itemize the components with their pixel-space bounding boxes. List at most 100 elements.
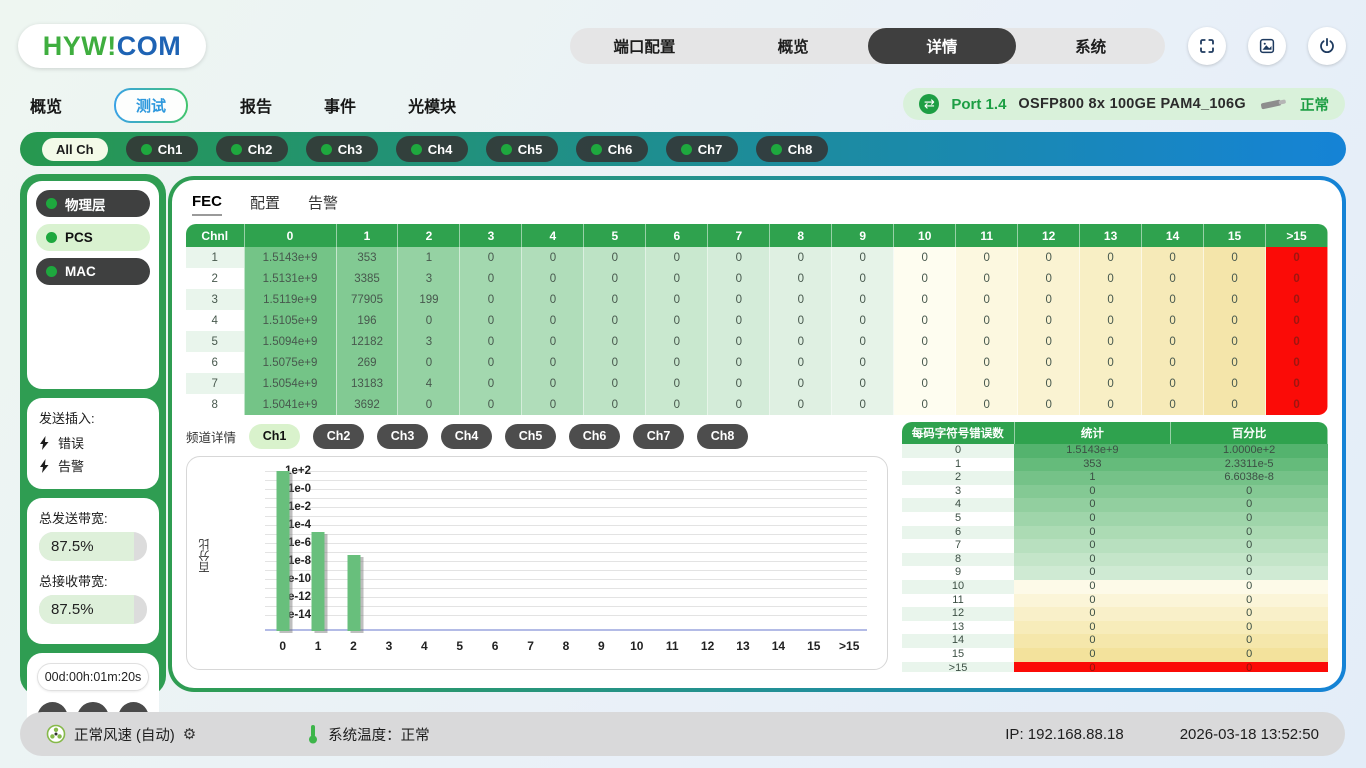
chart-bar-slot (619, 471, 654, 631)
channel-button-3[interactable]: Ch3 (305, 136, 378, 162)
fec-col-header: Chnl (186, 224, 245, 247)
fan-settings-gear-icon[interactable]: ⚙ (182, 726, 197, 743)
layer-pill-2[interactable]: PCS (36, 224, 150, 251)
stats-cell: 0 (1014, 661, 1171, 672)
channel-button-4[interactable]: Ch4 (395, 136, 468, 162)
stats-cell: 0 (902, 444, 1014, 458)
channel-button-6[interactable]: Ch6 (575, 136, 648, 162)
detail-channel-button-5[interactable]: Ch5 (505, 423, 557, 449)
chart-gridline (265, 588, 867, 590)
stats-cell: 1 (1014, 471, 1171, 485)
channel-button-2[interactable]: Ch2 (215, 136, 288, 162)
detail-channel-button-7[interactable]: Ch7 (633, 423, 685, 449)
fec-cell: 3 (397, 268, 461, 289)
fec-cell: 0 (583, 268, 647, 289)
chart-bar-slot (477, 471, 512, 631)
fec-cell: 0 (893, 268, 957, 289)
top-nav-item-4[interactable]: 系统 (1075, 39, 1107, 56)
channel-button-1[interactable]: Ch1 (125, 136, 198, 162)
layer-pill-1[interactable]: 物理层 (36, 190, 150, 217)
chart-x-tick: 3 (385, 639, 393, 653)
rx-bandwidth-label: 总接收带宽: (39, 574, 108, 589)
logo-part-1: HYW (42, 30, 108, 61)
fec-cell: 0 (1017, 247, 1081, 268)
fec-cell: 0 (831, 268, 895, 289)
channel-label: Ch5 (517, 141, 543, 157)
insert-error-button[interactable]: 错误 (39, 433, 147, 452)
fec-cell: 0 (521, 394, 585, 415)
stats-cell: 0 (1014, 498, 1171, 512)
fec-col-header: 12 (1017, 224, 1081, 247)
chart-gridline (265, 606, 867, 608)
fec-cell: 1.5075e+9 (244, 352, 337, 373)
fec-cell: 0 (707, 289, 771, 310)
top-nav-item-2[interactable]: 概览 (777, 39, 809, 56)
fec-tab-3[interactable]: 告警 (308, 194, 339, 212)
fec-cell: 0 (1265, 268, 1328, 289)
stats-cell: 7 (902, 539, 1014, 553)
fec-cell: 1.5054e+9 (244, 373, 337, 394)
channel-button-5[interactable]: Ch5 (485, 136, 558, 162)
chart-gridline (265, 525, 867, 527)
fullscreen-button[interactable] (1188, 27, 1226, 65)
stats-cell: 0 (1170, 498, 1328, 512)
insert-card: 发送插入: 错误 告警 (27, 398, 159, 489)
rx-bandwidth-bar: 87.5% (39, 595, 147, 624)
detail-channel-button-4[interactable]: Ch4 (441, 423, 493, 449)
sub-tab-1[interactable]: 概览 (30, 99, 63, 116)
fec-cell: 0 (583, 247, 647, 268)
stats-cell: 4 (902, 498, 1014, 512)
fec-tab-1[interactable]: FEC (192, 193, 222, 216)
fec-cell: 0 (583, 331, 647, 352)
top-nav-item-3[interactable]: 详情 (867, 28, 1017, 64)
sub-tab-2[interactable]: 测试 (114, 87, 189, 123)
sub-tab-3[interactable]: 报告 (240, 99, 273, 116)
detail-channel-button-3[interactable]: Ch3 (377, 423, 429, 449)
sub-tab-4[interactable]: 事件 (324, 99, 357, 116)
channel-status-dot (590, 143, 602, 155)
fec-cell: 3692 (336, 394, 399, 415)
insert-alarm-button[interactable]: 告警 (39, 456, 147, 475)
chart-y-tick: 1e-0 (287, 483, 311, 496)
fec-cell: 0 (1203, 310, 1267, 331)
fec-cell: 0 (459, 331, 523, 352)
fec-cell: 0 (397, 394, 461, 415)
page-tabs: 概览 测试 报告 事件 光模块 (30, 87, 457, 123)
layer-pill-3[interactable]: MAC (36, 258, 150, 285)
port-status-pill[interactable]: ⇄ Port 1.4 OSFP800 8x 100GE PAM4_106G 正常 (903, 88, 1345, 120)
detail-channel-button-1[interactable]: Ch1 (249, 423, 301, 449)
top-nav-item-1[interactable]: 端口配置 (613, 39, 676, 56)
detail-channel-button-2[interactable]: Ch2 (313, 423, 365, 449)
fec-cell: 0 (831, 289, 895, 310)
port-name: Port 1.4 (951, 95, 1007, 113)
channel-button-8[interactable]: Ch8 (755, 136, 828, 162)
channel-all-button[interactable]: All Ch (42, 137, 108, 161)
lightning-icon (40, 458, 49, 473)
fec-cell: 3 (186, 289, 245, 310)
stats-cell: 0 (1014, 511, 1171, 526)
fec-tab-2[interactable]: 配置 (250, 194, 281, 212)
fec-cell: 0 (707, 331, 771, 352)
fec-cell: 0 (831, 331, 895, 352)
stats-cell: 14 (902, 634, 1014, 648)
channel-button-7[interactable]: Ch7 (665, 136, 738, 162)
power-button[interactable] (1308, 27, 1346, 65)
fec-tab-bar: FEC 配置 告警 (192, 188, 1328, 220)
fan-status: 正常风速 (自动) ⚙ (46, 724, 196, 745)
sub-tab-5[interactable]: 光模块 (408, 99, 457, 116)
fec-table-row: 1 1.5143e+9 353 1 0 0 0 0 0 0 0 0 0 0 0 0 0 0 (186, 247, 1328, 268)
detail-channel-button-6[interactable]: Ch6 (569, 423, 621, 449)
fec-cell: 0 (459, 268, 523, 289)
detail-channel-button-8[interactable]: Ch8 (697, 423, 749, 449)
fec-cell: 0 (1265, 352, 1328, 373)
chart-y-axis-label: 百分比 (199, 538, 211, 574)
chart-y-tick: 1e-4 (287, 519, 311, 532)
fec-cell: 0 (583, 373, 647, 394)
chart-bar-slot (761, 471, 796, 631)
stats-cell: 15 (902, 647, 1014, 662)
fec-cell: 0 (831, 352, 895, 373)
screenshot-button[interactable] (1248, 27, 1286, 65)
channel-detail-label: 频道详情 (186, 430, 237, 445)
